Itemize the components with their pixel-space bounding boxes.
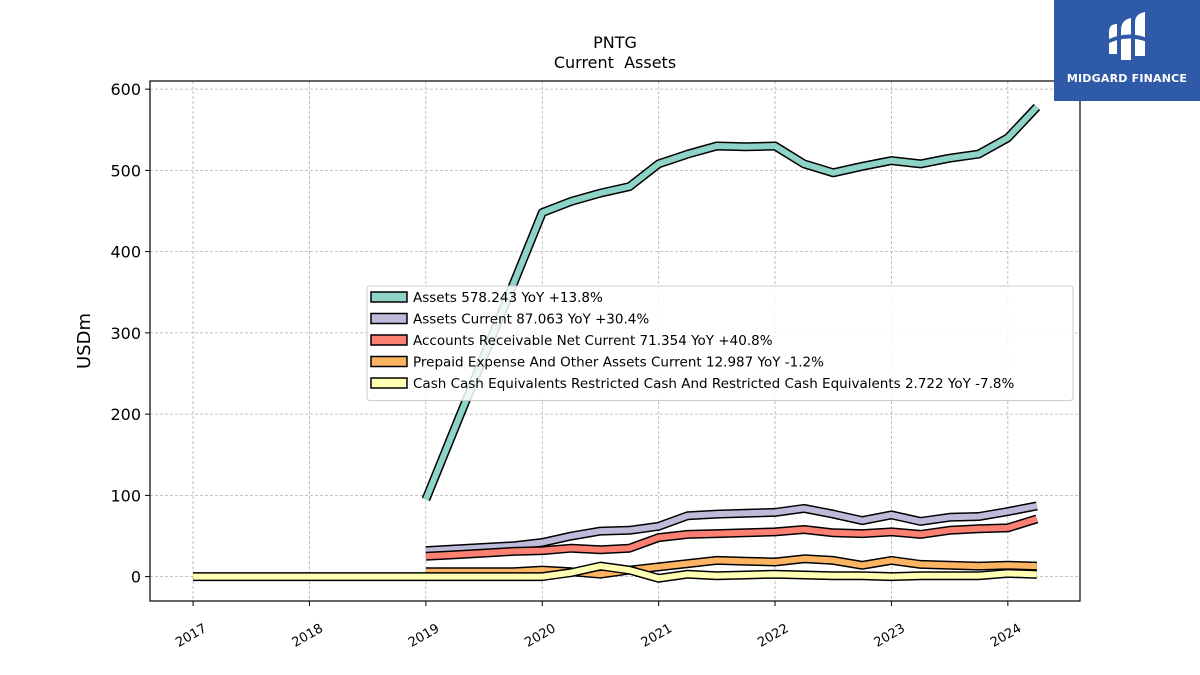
brand-logo: MIDGARD FINANCE	[1054, 0, 1200, 101]
x-tick-label: 2021	[639, 621, 675, 651]
legend-label: Cash Cash Equivalents Restricted Cash An…	[413, 376, 1014, 392]
legend-label: Assets 578.243 YoY +13.8%	[413, 290, 603, 306]
series-line	[425, 502, 1038, 554]
y-tick-label: 0	[131, 568, 141, 587]
x-tick-label: 2018	[290, 621, 326, 651]
y-tick-label: 100	[110, 486, 141, 505]
legend-box	[366, 285, 1074, 401]
y-tick-label: 400	[110, 243, 141, 262]
series-5	[193, 561, 1038, 583]
y-tick-label: 200	[110, 405, 141, 424]
legend-swatch	[370, 334, 408, 346]
x-tick-label: 2023	[872, 621, 908, 651]
chart-title: PNTG	[593, 33, 637, 52]
series-4	[425, 554, 1038, 579]
series-3	[425, 514, 1039, 561]
legend: Assets 578.243 YoY +13.8% Assets Current …	[366, 285, 1074, 401]
y-tick-label: 600	[110, 80, 141, 99]
series-line	[425, 516, 1038, 560]
series-line	[425, 555, 1037, 578]
x-tick-label: 2017	[173, 621, 209, 651]
series-2	[425, 501, 1038, 556]
x-tick-label: 2024	[988, 621, 1024, 651]
chart-subtitle: Current Assets	[554, 53, 676, 72]
legend-label: Accounts Receivable Net Current 71.354 Y…	[413, 333, 773, 349]
series-line	[193, 563, 1038, 582]
logo-text: MIDGARD FINANCE	[1066, 72, 1188, 85]
plot-frame	[149, 80, 1081, 602]
x-tick-label: 2019	[406, 621, 442, 651]
series-1	[421, 103, 1041, 502]
y-tick-label: 500	[110, 161, 141, 180]
legend-swatch	[370, 377, 408, 389]
series-line	[423, 104, 1040, 501]
legend-label: Prepaid Expense And Other Assets Current…	[413, 355, 824, 371]
legend-swatch	[370, 291, 408, 303]
x-tick-label: 2022	[755, 621, 791, 651]
y-tick-label: 300	[110, 324, 141, 343]
legend-swatch	[370, 355, 408, 368]
series-layer	[193, 103, 1041, 583]
x-tick-label: 2020	[522, 621, 558, 651]
legend-swatch	[370, 312, 408, 325]
y-axis-label: USDm	[74, 313, 95, 369]
legend-label: Assets Current 87.063 YoY +30.4%	[413, 312, 649, 328]
midgard-logo-icon	[1107, 12, 1147, 60]
